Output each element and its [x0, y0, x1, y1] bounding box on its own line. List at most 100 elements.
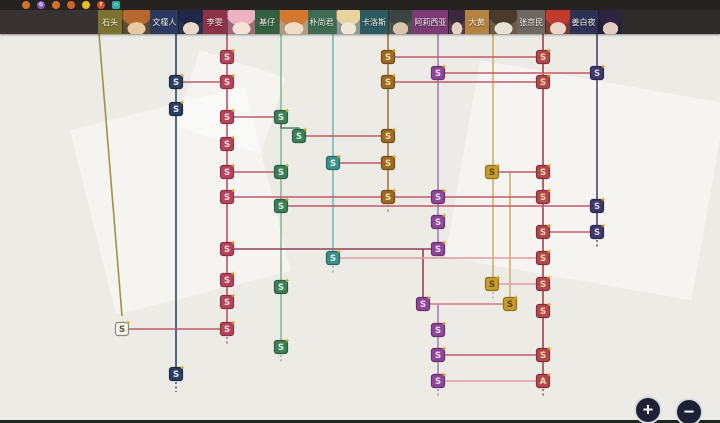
route-node-letter-S: S: [385, 78, 391, 88]
node-star-icon: ✦: [600, 63, 606, 71]
route-chart-area[interactable]: S ✦ S ✦ S ✦ S ✦ S ✦ S ✦ S ✦ S ✦ S ✦ S ✦ S ✦ S ✦ S ✦ S ✦ S ✦ S ✦ S ✦ S ✦ S ✦ S ✦…: [0, 34, 720, 420]
route-node[interactable]: [535, 373, 551, 389]
launcher-icon-2[interactable]: ✿: [37, 1, 45, 9]
route-node-letter-S: S: [540, 254, 546, 264]
route-node[interactable]: [219, 164, 235, 180]
character-tab-张京民[interactable]: 张京民: [517, 10, 570, 34]
route-node[interactable]: [589, 198, 605, 214]
route-node-letter-S: S: [540, 351, 546, 361]
route-node[interactable]: [535, 224, 551, 240]
node-star-icon: ✦: [230, 187, 236, 195]
route-node-letter-S: S: [540, 193, 546, 203]
route-node[interactable]: [535, 303, 551, 319]
character-portrait: [448, 10, 465, 34]
route-node[interactable]: [380, 74, 396, 90]
route-node-letter-S: S: [296, 132, 302, 142]
bottom-edge-bar: [0, 420, 720, 423]
character-portrait: [545, 10, 570, 34]
route-node[interactable]: [430, 214, 446, 230]
route-node[interactable]: [589, 65, 605, 81]
character-tab-卡洛斯[interactable]: 卡洛斯: [359, 10, 413, 34]
character-portrait: [226, 10, 256, 34]
route-node[interactable]: [168, 101, 184, 117]
route-node-letter-S: S: [507, 300, 513, 310]
route-node[interactable]: [273, 164, 289, 180]
character-tab-文槿人[interactable]: 文槿人: [150, 10, 203, 34]
route-node[interactable]: [219, 272, 235, 288]
route-node[interactable]: [380, 155, 396, 171]
node-star-icon: ✦: [546, 47, 552, 55]
node-star-icon: ✦: [600, 222, 606, 230]
route-node[interactable]: [535, 347, 551, 363]
node-star-icon: ✦: [230, 72, 236, 80]
route-node[interactable]: [219, 189, 235, 205]
launcher-icon-7[interactable]: ▭: [112, 1, 120, 9]
route-node[interactable]: [535, 276, 551, 292]
route-node[interactable]: [219, 136, 235, 152]
route-node[interactable]: [430, 373, 446, 389]
route-node[interactable]: [535, 49, 551, 65]
route-node[interactable]: [219, 241, 235, 257]
route-node-letter-S: S: [278, 202, 284, 212]
route-node[interactable]: [291, 128, 307, 144]
launcher-icon-5[interactable]: [82, 1, 90, 9]
route-node[interactable]: [219, 321, 235, 337]
route-node[interactable]: [114, 321, 130, 337]
route-node[interactable]: [430, 241, 446, 257]
route-node[interactable]: [168, 74, 184, 90]
zoom-in-button[interactable]: +: [634, 396, 662, 423]
character-name-label: 基仔: [255, 10, 280, 34]
node-star-icon: ✦: [426, 294, 432, 302]
node-star-icon: ✦: [284, 277, 290, 285]
route-node[interactable]: [535, 250, 551, 266]
route-node[interactable]: [415, 296, 431, 312]
launcher-icon-6[interactable]: f: [97, 1, 105, 9]
route-chart-canvas[interactable]: S✦S✦S✦S✦S✦S✦S✦S✦S✦S✦S✦S✦S✦S✦S✦S✦S✦S✦S✦S✦…: [0, 34, 720, 420]
character-name-label: 李雯: [202, 10, 227, 34]
route-node[interactable]: [535, 164, 551, 180]
character-tab-李雯[interactable]: 李雯: [202, 10, 256, 34]
launcher-icon-3[interactable]: [52, 1, 60, 9]
route-node[interactable]: [589, 224, 605, 240]
route-node[interactable]: [535, 74, 551, 90]
route-node[interactable]: [219, 49, 235, 65]
node-star-icon: ✦: [441, 63, 447, 71]
node-star-icon: ✦: [546, 222, 552, 230]
route-node[interactable]: [484, 276, 500, 292]
route-node[interactable]: [273, 279, 289, 295]
route-node[interactable]: [219, 74, 235, 90]
route-node[interactable]: [273, 198, 289, 214]
node-star-icon: ✦: [336, 248, 342, 256]
route-node[interactable]: [325, 250, 341, 266]
character-tab-大黄[interactable]: 大黄: [464, 10, 518, 34]
route-node-letter-S: S: [224, 78, 230, 88]
route-node[interactable]: [535, 189, 551, 205]
route-node-letter-S: S: [489, 168, 495, 178]
route-node[interactable]: [430, 65, 446, 81]
zoom-out-button[interactable]: −: [675, 398, 703, 423]
route-node-letter-S: S: [224, 325, 230, 335]
route-node[interactable]: [325, 155, 341, 171]
node-star-icon: ✦: [391, 72, 397, 80]
route-node[interactable]: [168, 366, 184, 382]
character-tab-基仔[interactable]: 基仔: [255, 10, 308, 34]
route-node[interactable]: [219, 109, 235, 125]
character-tab-姜白夜[interactable]: 姜白夜: [569, 10, 622, 34]
route-node[interactable]: [430, 322, 446, 338]
route-node[interactable]: [273, 109, 289, 125]
character-tab-阿莉西亚[interactable]: 阿莉西亚: [412, 10, 465, 34]
launcher-icon-4[interactable]: [67, 1, 75, 9]
character-name-label: 朴尚君: [307, 10, 336, 34]
route-node[interactable]: [219, 294, 235, 310]
character-tab-朴尚君[interactable]: 朴尚君: [307, 10, 360, 34]
route-node[interactable]: [430, 347, 446, 363]
route-node[interactable]: [273, 339, 289, 355]
launcher-icon-1[interactable]: [22, 1, 30, 9]
route-node[interactable]: [502, 296, 518, 312]
character-tab-石头[interactable]: 石头: [98, 10, 151, 34]
route-node[interactable]: [380, 49, 396, 65]
route-node[interactable]: [484, 164, 500, 180]
route-node[interactable]: [430, 189, 446, 205]
route-node[interactable]: [380, 128, 396, 144]
route-node[interactable]: [380, 189, 396, 205]
